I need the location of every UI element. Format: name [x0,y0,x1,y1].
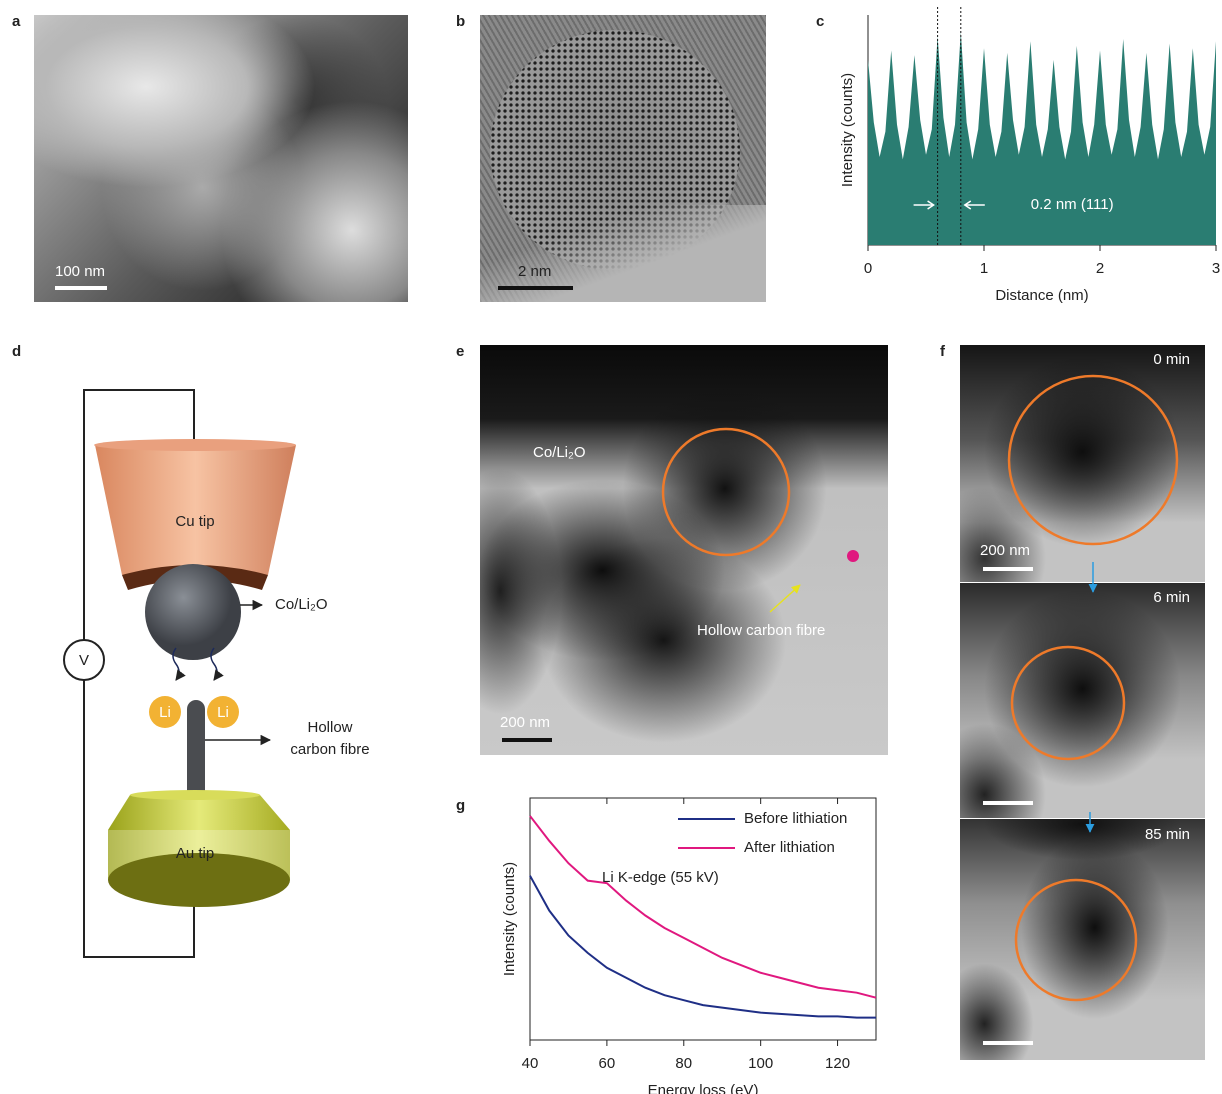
x-tick-label: 120 [825,1055,850,1072]
panel-label: e [456,343,464,360]
image-a [34,15,408,302]
spectrum-line [530,816,876,998]
panel-label: d [12,343,21,360]
legend-label: Before lithiation [744,810,847,827]
y-axis-label: Intensity (counts) [839,73,856,187]
x-tick-label: 0 [864,260,872,277]
panel-label: f [940,343,946,360]
figure: {"panel_labels": ["a", "b", "c", "d", "e… [0,0,1222,1094]
sphere-label: Co/Li₂O [275,596,328,613]
image-b [480,15,766,302]
x-tick-label: 100 [748,1055,773,1072]
image-f3 [960,819,1205,1060]
cu-tip-label: Cu tip [175,513,214,530]
x-tick-label: 1 [980,260,988,277]
x-axis-label: Distance (nm) [995,287,1088,304]
schematic [64,390,296,957]
image-f2 [960,583,1205,818]
annotation-arrow [928,201,934,209]
panel-label: c [816,13,824,30]
x-tick-label: 80 [675,1055,692,1072]
panel-label: b [456,13,465,30]
li-label: Li [217,704,229,721]
li-label: Li [159,704,171,721]
au-tip-label: Au tip [176,845,214,862]
intensity-area [868,32,1216,245]
spectrum-line [530,876,876,1018]
image-e [480,345,888,755]
x-tick-label: 2 [1096,260,1104,277]
x-tick-label: 3 [1212,260,1220,277]
x-tick-label: 60 [599,1055,616,1072]
fibre-label: Hollow [307,719,352,736]
panel-label: a [12,13,21,30]
annotation: 0.2 nm (111) [1031,196,1114,213]
y-axis-label: Intensity (counts) [501,862,518,976]
panel-label: g [456,797,465,814]
image-f1 [960,345,1205,582]
voltmeter-label: V [79,652,89,669]
x-axis-label: Energy loss (eV) [648,1082,759,1094]
fibre-label: carbon fibre [290,741,369,758]
x-tick-label: 40 [522,1055,539,1072]
annotation: Li K-edge (55 kV) [602,869,719,886]
legend-label: After lithiation [744,839,835,856]
plot-frame [530,798,876,1040]
annotation-arrow [965,201,971,209]
